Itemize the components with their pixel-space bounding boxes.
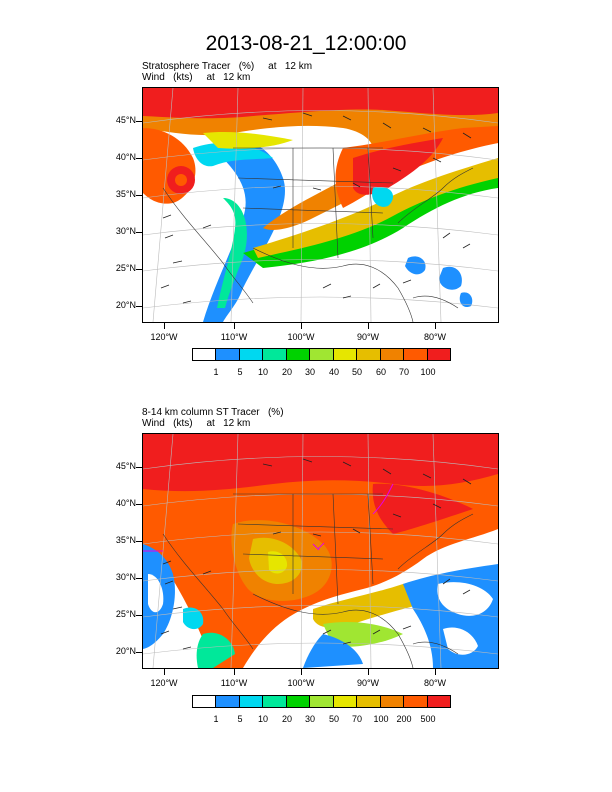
panel2-lat-tick (136, 504, 142, 505)
colorbar-swatch (216, 696, 240, 707)
panel1-lat-label: 25°N (115, 263, 136, 273)
colorbar-swatch (263, 349, 287, 360)
colorbar-swatch (357, 696, 381, 707)
panel1-lon-tick (301, 323, 302, 329)
colorbar-swatch (310, 349, 334, 360)
colorbar-swatch (310, 696, 334, 707)
panel1-lat-label: 20°N (115, 300, 136, 310)
colorbar-swatch (263, 696, 287, 707)
panel1-lon-label: 80°W (423, 332, 447, 342)
panel2-lon-label: 100°W (287, 678, 315, 688)
panel1-colorbar-label: 30 (304, 367, 315, 377)
colorbar-swatch (286, 696, 311, 707)
panel1-lon-tick (435, 323, 436, 329)
colorbar-swatch (333, 349, 358, 360)
panel2-lat-tick (136, 652, 142, 653)
panel1-subtitle: Wind (kts) at 12 km (142, 72, 251, 83)
colorbar-swatch (427, 349, 450, 360)
panel2-colorbar-label: 1 (213, 714, 219, 724)
panel2-lat-label: 35°N (115, 535, 136, 545)
panel1-lat-tick (136, 158, 142, 159)
panel1-lat-label: 30°N (115, 226, 136, 236)
colorbar-swatch (427, 696, 450, 707)
panel1-colorbar (192, 348, 451, 361)
panel1-colorbar-label: 10 (257, 367, 268, 377)
panel2-colorbar-label: 5 (237, 714, 243, 724)
panel1-lat-label: 35°N (115, 189, 136, 199)
colorbar-swatch (286, 349, 311, 360)
panel2-lat-tick (136, 467, 142, 468)
panel2-colorbar-label: 200 (396, 714, 412, 724)
panel2-colorbar-label: 20 (281, 714, 292, 724)
panel2-lon-label: 90°W (356, 678, 380, 688)
colorbar-swatch (239, 696, 264, 707)
panel1-colorbar-label: 5 (237, 367, 243, 377)
panel1-lon-label: 90°W (356, 332, 380, 342)
panel2-colorbar-label: 30 (304, 714, 315, 724)
colorbar-swatch (380, 696, 405, 707)
panel2-colorbar-label: 500 (420, 714, 436, 724)
panel1-colorbar-label: 60 (375, 367, 386, 377)
panel2-subtitle: Wind (kts) at 12 km (142, 418, 251, 429)
panel2-lon-label: 120°W (150, 678, 178, 688)
panel1-lat-tick (136, 121, 142, 122)
panel2-colorbar-label: 10 (257, 714, 268, 724)
panel1-colorbar-label: 40 (328, 367, 339, 377)
panel1-colorbar-label: 70 (398, 367, 409, 377)
panel1-colorbar-label: 20 (281, 367, 292, 377)
panel2-lon-tick (164, 669, 165, 675)
panel1-map-field (143, 88, 498, 322)
panel1-lat-label: 40°N (115, 152, 136, 162)
colorbar-swatch (333, 696, 358, 707)
panel1-colorbar-label: 50 (351, 367, 362, 377)
colorbar-swatch (357, 349, 381, 360)
panel2-lon-tick (301, 669, 302, 675)
panel1-lon-label: 100°W (287, 332, 315, 342)
panel1-lon-label: 110°W (220, 332, 248, 342)
colorbar-swatch (216, 349, 240, 360)
page-title: 2013-08-21_12:00:00 (205, 32, 407, 55)
panel2-colorbar-label: 70 (351, 714, 362, 724)
panel2-lon-tick (234, 669, 235, 675)
colorbar-swatch (239, 349, 264, 360)
panel2-colorbar (192, 695, 451, 708)
panel1-lon-tick (164, 323, 165, 329)
panel2-lat-label: 45°N (115, 461, 136, 471)
panel2-lat-label: 30°N (115, 572, 136, 582)
panel2-lat-tick (136, 578, 142, 579)
panel2-map-field (143, 434, 498, 668)
panel1-lat-tick (136, 269, 142, 270)
panel2-lat-tick (136, 541, 142, 542)
panel2-colorbar-label: 50 (328, 714, 339, 724)
colorbar-swatch (380, 349, 405, 360)
colorbar-swatch (193, 696, 217, 707)
panel2-lon-label: 110°W (220, 678, 248, 688)
panel2-title: 8-14 km column ST Tracer (%) (142, 407, 284, 418)
panel2-lat-tick (136, 615, 142, 616)
panel1-colorbar-label: 100 (420, 367, 436, 377)
panel2-lon-tick (368, 669, 369, 675)
panel1-colorbar-label: 1 (213, 367, 219, 377)
panel1-lon-label: 120°W (150, 332, 178, 342)
panel1-lat-tick (136, 306, 142, 307)
panel1-lat-tick (136, 232, 142, 233)
panel1-title: Stratosphere Tracer (%) at 12 km (142, 61, 313, 72)
panel1-map (142, 87, 499, 323)
panel2-lat-label: 20°N (115, 646, 136, 656)
panel2-colorbar-label: 100 (373, 714, 389, 724)
colorbar-swatch (404, 349, 428, 360)
panel1-lat-tick (136, 195, 142, 196)
panel1-lon-tick (368, 323, 369, 329)
panel2-lon-label: 80°W (423, 678, 447, 688)
panel2-lat-label: 25°N (115, 609, 136, 619)
panel1-lon-tick (234, 323, 235, 329)
panel2-lon-tick (435, 669, 436, 675)
colorbar-swatch (193, 349, 217, 360)
panel1-lat-label: 45°N (115, 115, 136, 125)
colorbar-swatch (404, 696, 428, 707)
panel2-map (142, 433, 499, 669)
panel2-lat-label: 40°N (115, 498, 136, 508)
